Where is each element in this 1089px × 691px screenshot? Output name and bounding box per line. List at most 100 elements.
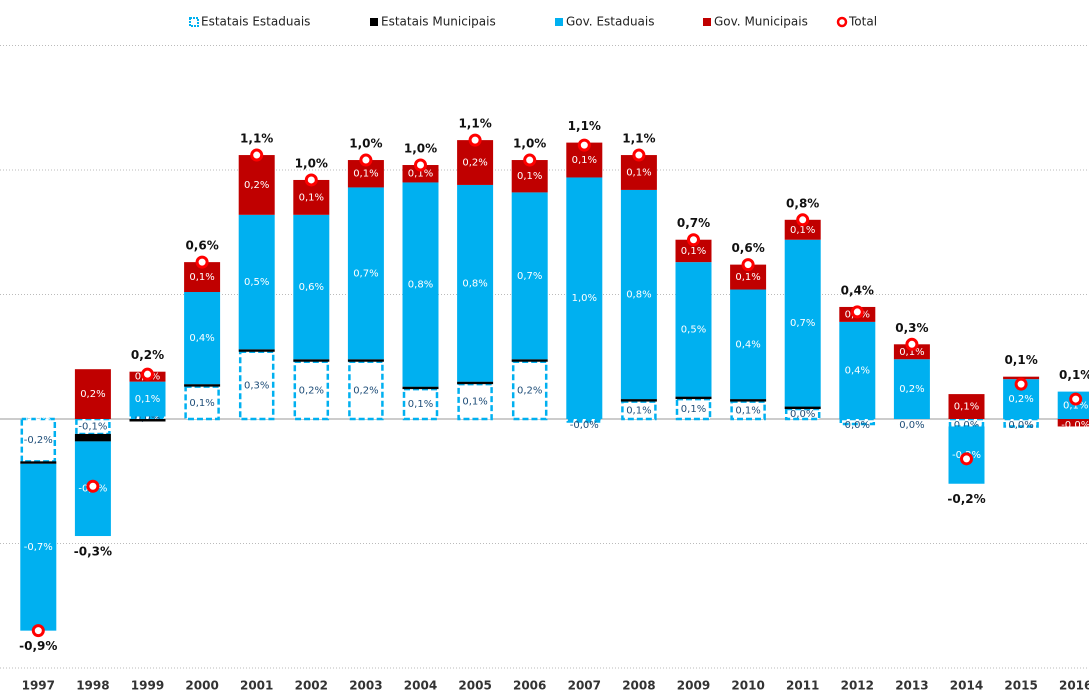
bar-segment bbox=[402, 386, 439, 390]
data-label: 0,2% bbox=[353, 385, 378, 396]
bar-segment bbox=[621, 400, 657, 421]
total-marker bbox=[796, 213, 810, 227]
x-tick-label: 2000 bbox=[185, 679, 218, 691]
data-label: 1,0% bbox=[572, 293, 597, 304]
x-tick-label: 2008 bbox=[622, 679, 655, 691]
total-marker bbox=[468, 133, 482, 147]
total-label: 1,0% bbox=[295, 156, 328, 170]
data-label: 0,2% bbox=[244, 180, 269, 191]
bar-segment bbox=[784, 239, 821, 407]
total-marker bbox=[741, 258, 755, 272]
data-label: 0,1% bbox=[790, 225, 815, 236]
bar-segment bbox=[730, 400, 766, 421]
legend-swatch bbox=[703, 18, 711, 26]
bar-segment bbox=[238, 350, 275, 421]
bar-segment bbox=[457, 382, 493, 421]
bar-segment bbox=[20, 461, 57, 464]
data-label: 0,1% bbox=[299, 192, 324, 203]
data-label: 0,1% bbox=[681, 404, 706, 415]
bar-segment bbox=[730, 399, 767, 402]
data-label: -0,1% bbox=[78, 421, 107, 432]
data-label: 0,1% bbox=[681, 246, 706, 257]
x-tick-label: 2010 bbox=[731, 679, 764, 691]
total-marker bbox=[359, 153, 373, 167]
data-label: 0,4% bbox=[735, 339, 760, 350]
x-tick-label: 2009 bbox=[677, 679, 710, 691]
bar-segment bbox=[238, 214, 275, 350]
total-label: 1,1% bbox=[622, 132, 655, 146]
data-label: 0,2% bbox=[899, 384, 924, 395]
total-label: 0,2% bbox=[131, 348, 164, 362]
bar-segment bbox=[511, 359, 548, 362]
data-label: 0,1% bbox=[408, 169, 433, 180]
data-label: 0,0% bbox=[899, 420, 924, 431]
data-label: 0,0% bbox=[1008, 420, 1033, 431]
total-label: 0,1% bbox=[1004, 353, 1037, 367]
x-tick-label: 2014 bbox=[950, 679, 983, 691]
data-label: 0,7% bbox=[790, 318, 815, 329]
total-marker bbox=[304, 173, 318, 187]
bar-segment bbox=[293, 360, 330, 421]
data-label: 0,5% bbox=[244, 277, 269, 288]
total-marker bbox=[414, 158, 427, 172]
bar-segment bbox=[730, 289, 767, 400]
legend-label: Total bbox=[848, 15, 877, 29]
data-label: -0,2% bbox=[24, 435, 53, 446]
bar-segment bbox=[348, 360, 384, 421]
x-tick-label: 2013 bbox=[895, 679, 928, 691]
data-label: 0,1% bbox=[954, 402, 979, 413]
total-marker bbox=[523, 153, 537, 167]
data-label: 0,2% bbox=[1008, 394, 1033, 405]
data-label: 0,0% bbox=[135, 413, 160, 424]
bar-segment bbox=[74, 433, 111, 442]
data-label: 0,2% bbox=[80, 389, 105, 400]
data-label: 0,1% bbox=[517, 171, 542, 182]
bar-segment bbox=[20, 463, 57, 631]
x-tick-label: 2007 bbox=[568, 679, 601, 691]
bar-segment bbox=[184, 385, 220, 421]
x-tick-label: 1999 bbox=[131, 679, 164, 691]
bar-segment bbox=[675, 262, 712, 397]
bar-segment bbox=[675, 239, 712, 263]
bar-segment bbox=[1003, 417, 1039, 428]
bar-segment bbox=[784, 407, 821, 421]
bar-segment bbox=[784, 406, 821, 410]
x-tick-label: 2006 bbox=[513, 679, 546, 691]
legend-swatch bbox=[370, 18, 378, 26]
bar-segment bbox=[839, 321, 876, 419]
bar-segment bbox=[129, 415, 166, 421]
total-label: 1,0% bbox=[404, 142, 437, 156]
bar-segment bbox=[293, 214, 330, 360]
bar-segment bbox=[129, 419, 166, 422]
data-label: 0,8% bbox=[626, 290, 651, 301]
data-label: -0,0% bbox=[570, 420, 599, 431]
bar-segment bbox=[402, 182, 439, 387]
x-tick-label: 2016 bbox=[1059, 679, 1089, 691]
data-label: 0,1% bbox=[462, 397, 487, 408]
bar-segment bbox=[675, 396, 712, 400]
total-label: 1,1% bbox=[458, 117, 491, 131]
x-tick-label: 2005 bbox=[458, 679, 491, 691]
total-marker bbox=[141, 367, 154, 381]
bar-segment bbox=[402, 387, 439, 421]
data-label: 0,2% bbox=[299, 385, 324, 396]
bar-segment bbox=[238, 349, 275, 352]
bar-segment bbox=[457, 184, 494, 382]
legend-label: Gov. Estaduais bbox=[566, 15, 655, 29]
data-label: 0,2% bbox=[517, 385, 542, 396]
data-label: 0,1% bbox=[353, 169, 378, 180]
bar-segment bbox=[511, 360, 548, 421]
x-tick-label: 2002 bbox=[295, 679, 328, 691]
total-marker bbox=[195, 255, 209, 269]
data-label: 0,1% bbox=[135, 394, 160, 405]
data-label: 0,7% bbox=[517, 271, 542, 282]
data-label: -0,0% bbox=[1061, 420, 1089, 431]
bar-segment bbox=[457, 381, 494, 385]
x-tick-label: 2001 bbox=[240, 679, 273, 691]
bar-segment bbox=[20, 417, 57, 463]
data-label: 0,1% bbox=[572, 155, 597, 166]
bar-segment bbox=[893, 344, 930, 360]
data-label: 0,1% bbox=[189, 398, 214, 409]
data-label: 0,1% bbox=[626, 405, 651, 416]
